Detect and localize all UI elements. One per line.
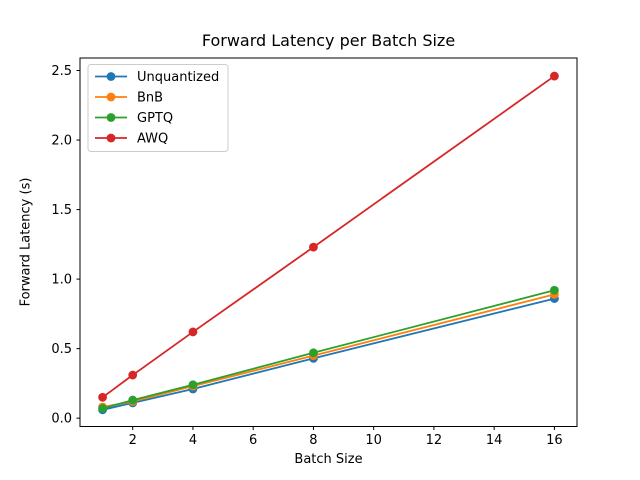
x-tick-label: 12 [426, 433, 443, 448]
plot-border [79, 57, 578, 427]
series-marker-GPTQ [309, 348, 318, 358]
x-tick-label: 4 [189, 433, 197, 448]
legend-label-Unquantized: Unquantized [137, 70, 219, 85]
y-tick-label: 2.5 [51, 64, 72, 79]
series-marker-GPTQ [550, 285, 559, 295]
x-tick-label: 2 [129, 433, 137, 448]
x-axis-label: Batch Size [294, 452, 363, 467]
series-line-GPTQ [102, 289, 555, 410]
legend-label-BnB: BnB [137, 91, 163, 106]
y-tick-label: 2.0 [51, 134, 72, 149]
series-marker-GPTQ [188, 380, 198, 390]
y-tick-label: 0.5 [51, 342, 72, 357]
legend-box [87, 64, 229, 152]
series-marker-AWQ [309, 242, 318, 252]
y-tick-label: 0.0 [51, 412, 72, 427]
x-tick-label: 6 [249, 433, 257, 448]
y-axis-label: Forward Latency (s) [18, 177, 34, 307]
y-tick-label: 1.5 [51, 203, 72, 218]
chart-title: Forward Latency per Batch Size [201, 31, 456, 50]
series-marker-GPTQ [128, 395, 138, 405]
series-line-Unquantized [102, 297, 555, 411]
series-marker-AWQ [128, 370, 138, 380]
legend-marker-BnB [106, 92, 116, 102]
legend-marker-AWQ [106, 133, 116, 143]
series-marker-AWQ [98, 392, 107, 402]
legend-marker-GPTQ [106, 113, 116, 122]
y-tick-label: 1.0 [51, 273, 72, 288]
series-marker-AWQ [550, 71, 559, 81]
legend-marker-Unquantized [106, 72, 116, 81]
series-marker-GPTQ [98, 404, 107, 413]
x-tick-label: 14 [486, 433, 503, 448]
legend-label-GPTQ: GPTQ [137, 111, 173, 126]
x-tick-label: 16 [546, 433, 563, 448]
series-marker-AWQ [188, 327, 198, 337]
x-tick-label: 10 [365, 433, 382, 448]
legend-label-AWQ: AWQ [137, 132, 168, 147]
x-tick-label: 8 [309, 433, 317, 448]
